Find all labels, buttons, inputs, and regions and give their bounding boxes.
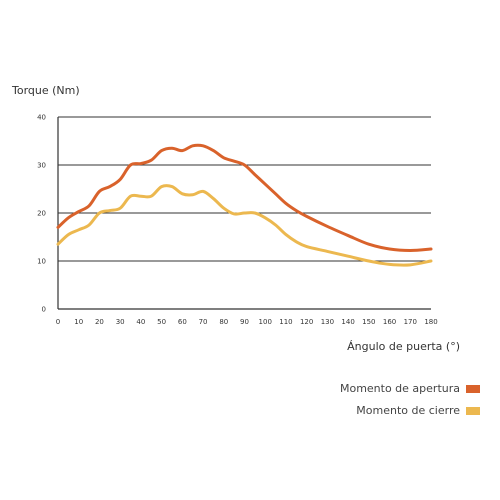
x-tick-label: 110 — [279, 318, 292, 326]
y-tick-label: 30 — [37, 162, 46, 170]
x-tick-label: 70 — [199, 318, 208, 326]
legend-item-cierre: Momento de cierre — [340, 404, 480, 417]
x-tick-label: 140 — [341, 318, 354, 326]
legend-swatch-apertura — [466, 384, 480, 393]
x-axis-label: Ángulo de puerta (°) — [347, 340, 460, 353]
x-tick-label: 20 — [95, 318, 104, 326]
x-tick-label: 100 — [259, 318, 272, 326]
y-tick-label: 20 — [37, 210, 46, 218]
y-tick-label: 10 — [37, 258, 46, 266]
legend-swatch-cierre — [466, 406, 480, 415]
x-tick-label: 80 — [219, 318, 228, 326]
x-tick-label: 170 — [404, 318, 417, 326]
y-tick-label: 40 — [37, 114, 46, 122]
x-tick-label: 160 — [383, 318, 396, 326]
x-tick-label: 60 — [178, 318, 187, 326]
legend-label-apertura: Momento de apertura — [339, 382, 460, 395]
legend-label-cierre: Momento de cierre — [356, 404, 460, 417]
legend: Momento de apertura Momento de cierre — [340, 382, 480, 426]
x-tick-label: 30 — [116, 318, 125, 326]
y-tick-label: 0 — [42, 306, 46, 314]
series-line-cierre — [56, 184, 433, 267]
x-tick-label: 50 — [157, 318, 166, 326]
x-tick-label: 180 — [424, 318, 437, 326]
y-axis-label: Torque (Nm) — [12, 84, 80, 97]
series-line-apertura — [56, 143, 433, 252]
x-tick-label: 40 — [136, 318, 145, 326]
x-tick-label: 120 — [300, 318, 313, 326]
x-tick-label: 90 — [240, 318, 249, 326]
x-tick-label: 0 — [56, 318, 60, 326]
x-tick-label: 130 — [321, 318, 334, 326]
x-tick-label: 150 — [362, 318, 375, 326]
x-tick-label: 10 — [74, 318, 83, 326]
legend-item-apertura: Momento de apertura — [340, 382, 480, 395]
